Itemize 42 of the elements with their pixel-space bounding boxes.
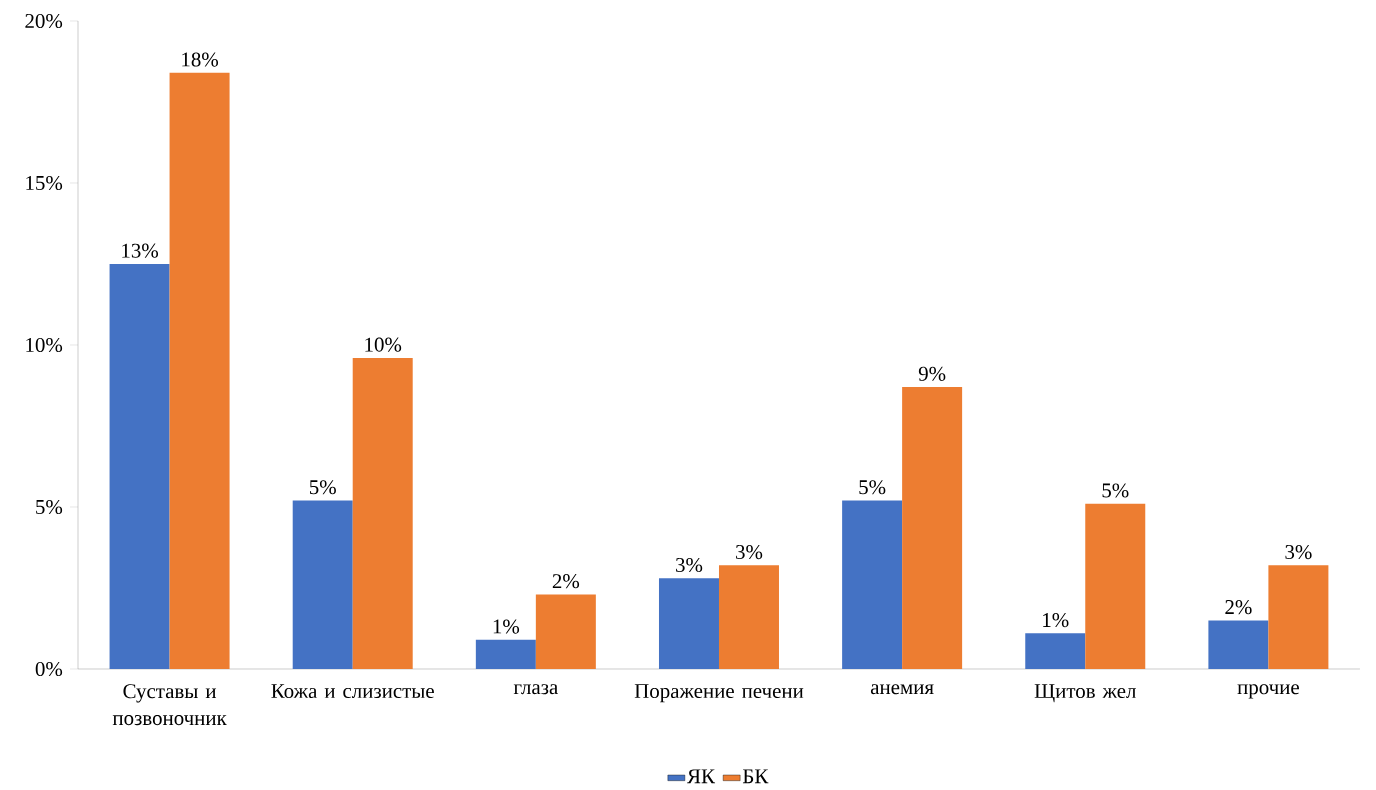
bar — [902, 387, 963, 669]
x-tick-label: глаза — [513, 684, 558, 695]
x-tick-label: прочие — [1237, 684, 1299, 699]
bar — [842, 500, 903, 669]
bar — [535, 594, 596, 669]
bar — [658, 578, 719, 669]
y-tick-label: 15% — [26, 175, 63, 191]
data-label: 2% — [552, 574, 580, 589]
data-label: 5% — [1102, 483, 1129, 498]
legend-label: БК — [742, 769, 769, 784]
data-label: 1% — [493, 619, 520, 634]
y-tick-label: 20% — [25, 13, 63, 29]
data-label: 2% — [1225, 600, 1252, 615]
data-label: 3% — [1285, 544, 1312, 560]
x-tick-label: Суставы и позвоночник — [112, 684, 227, 726]
x-tick-label: Кожа и слизистые — [271, 684, 434, 699]
data-label: 9% — [918, 366, 946, 381]
bar — [352, 357, 413, 669]
y-tick-label: 5% — [36, 499, 63, 515]
data-label: 3% — [676, 557, 703, 573]
x-tick-label: анемия — [870, 684, 934, 695]
data-label: 5% — [859, 480, 886, 495]
data-label: 5% — [309, 480, 336, 495]
data-label: 10% — [365, 337, 402, 352]
data-label: 18% — [182, 52, 219, 67]
data-label: 1% — [1043, 612, 1069, 628]
bar — [475, 639, 536, 669]
y-tick-label: 10% — [26, 337, 63, 353]
data-label: 13% — [122, 243, 159, 258]
data-label: 3% — [736, 544, 763, 560]
bar — [1085, 503, 1146, 669]
bar — [1268, 565, 1329, 669]
x-tick-label: Поражение печени — [634, 684, 804, 703]
x-tick-label: Щитов жел — [1034, 684, 1136, 703]
bar — [169, 72, 230, 669]
legend-label: ЯК — [687, 769, 716, 784]
bar — [718, 565, 779, 669]
bar — [292, 500, 353, 669]
bar — [1025, 633, 1086, 669]
bar — [109, 264, 170, 669]
y-tick-label: 0% — [35, 661, 63, 677]
bar — [1208, 620, 1269, 669]
